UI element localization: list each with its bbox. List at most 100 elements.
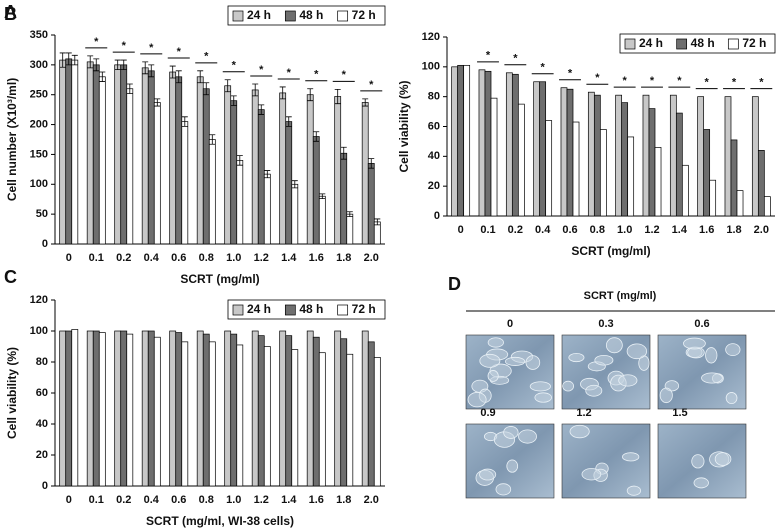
x-tick-label: 0.1 — [89, 494, 104, 506]
bar — [457, 64, 465, 217]
bar — [153, 336, 161, 487]
image-label: 0 — [507, 318, 513, 330]
x-tick-label: 0 — [66, 252, 72, 264]
error-bar — [87, 55, 94, 69]
x-tick-label: 1.2 — [254, 252, 269, 264]
bar — [367, 341, 375, 487]
cell — [714, 452, 732, 466]
x-tick-label: 0.6 — [171, 494, 186, 506]
cell — [568, 352, 585, 363]
significance-label: * — [705, 77, 710, 89]
cell — [569, 424, 590, 439]
image-label: 1.5 — [672, 407, 687, 419]
image-label: 0.6 — [694, 318, 709, 330]
legend: 24 h 48 h 72 h — [227, 5, 386, 26]
error-bar — [374, 218, 381, 226]
cell — [618, 374, 638, 387]
x-tick-label: 0.4 — [144, 252, 160, 264]
bar — [181, 121, 189, 245]
legend-swatch — [232, 304, 244, 316]
legend-swatch — [284, 10, 296, 22]
bar — [621, 102, 629, 217]
y-axis-title: Cell viability (%) — [397, 80, 411, 172]
legend: 24 h 48 h 72 h — [619, 33, 776, 54]
bar — [306, 94, 314, 245]
bar — [141, 67, 149, 245]
bar — [615, 94, 623, 217]
bar — [59, 59, 67, 245]
bar — [599, 129, 607, 217]
bar — [463, 64, 471, 217]
legend-label: 48 h — [299, 302, 323, 316]
significance-label: * — [149, 42, 154, 54]
bar — [98, 332, 106, 487]
x-tick-label: 0.6 — [171, 252, 186, 264]
x-tick-label: 0.4 — [144, 494, 160, 506]
error-bar — [279, 86, 286, 100]
significance-label: * — [287, 67, 292, 79]
legend-label: 24 h — [639, 36, 663, 50]
x-tick-label: 0.4 — [535, 224, 551, 236]
bar — [361, 330, 369, 487]
bar — [291, 349, 299, 487]
y-tick-label: 60 — [36, 387, 48, 399]
bar — [681, 164, 689, 217]
x-tick-label: 0 — [66, 494, 72, 506]
legend-label: 72 h — [742, 36, 766, 50]
cell — [581, 468, 602, 481]
cell — [605, 337, 623, 354]
bar — [703, 129, 711, 217]
error-bar — [258, 104, 265, 115]
error-bar — [307, 88, 314, 102]
bar — [196, 330, 204, 487]
bar — [224, 330, 232, 487]
bar — [572, 121, 580, 217]
bar — [147, 330, 155, 487]
cell — [622, 452, 640, 462]
error-bar — [65, 52, 72, 66]
cell — [479, 468, 497, 481]
significance-label: * — [342, 69, 347, 81]
significance-label: * — [94, 36, 99, 48]
error-bar — [175, 70, 182, 84]
y-tick-label: 80 — [428, 91, 440, 103]
x-tick-label: 1.2 — [254, 494, 269, 506]
x-tick-label: 1.6 — [699, 224, 714, 236]
error-bar — [230, 95, 237, 106]
panel-label: D — [448, 274, 461, 294]
error-bar — [181, 116, 188, 127]
image-panel: D SCRT (mg/ml) 0 0.3 0.6 0.9 1.2 1.5 — [448, 274, 775, 499]
y-tick-label: 0 — [42, 480, 48, 492]
bar — [451, 66, 459, 217]
x-tick-label: 1.0 — [226, 252, 241, 264]
bar — [202, 333, 210, 487]
error-bar — [71, 54, 78, 66]
bar — [71, 329, 79, 487]
y-tick-label: 0 — [42, 238, 48, 250]
error-bar — [120, 59, 127, 71]
cell — [534, 392, 552, 403]
bar — [478, 69, 486, 217]
x-tick-label: 0.6 — [562, 224, 577, 236]
bar — [169, 71, 177, 245]
significance-label: * — [369, 79, 374, 91]
significance-label: * — [541, 62, 546, 74]
x-tick-label: 1.0 — [226, 494, 241, 506]
bar — [291, 183, 299, 245]
x-tick-label: 1.6 — [309, 252, 324, 264]
bar — [202, 88, 210, 245]
x-tick-label: 1.8 — [336, 252, 351, 264]
error-bar — [252, 83, 259, 97]
bar — [334, 330, 342, 487]
bar — [334, 96, 342, 245]
significance-label: * — [314, 69, 319, 81]
bar — [236, 344, 244, 487]
x-tick-label: 1.4 — [281, 494, 297, 506]
panel-label: B — [4, 4, 17, 24]
y-tick-label: 300 — [30, 59, 48, 71]
cell — [705, 347, 718, 364]
bar — [593, 94, 601, 217]
y-tick-label: 50 — [36, 208, 48, 220]
bar — [697, 96, 705, 217]
